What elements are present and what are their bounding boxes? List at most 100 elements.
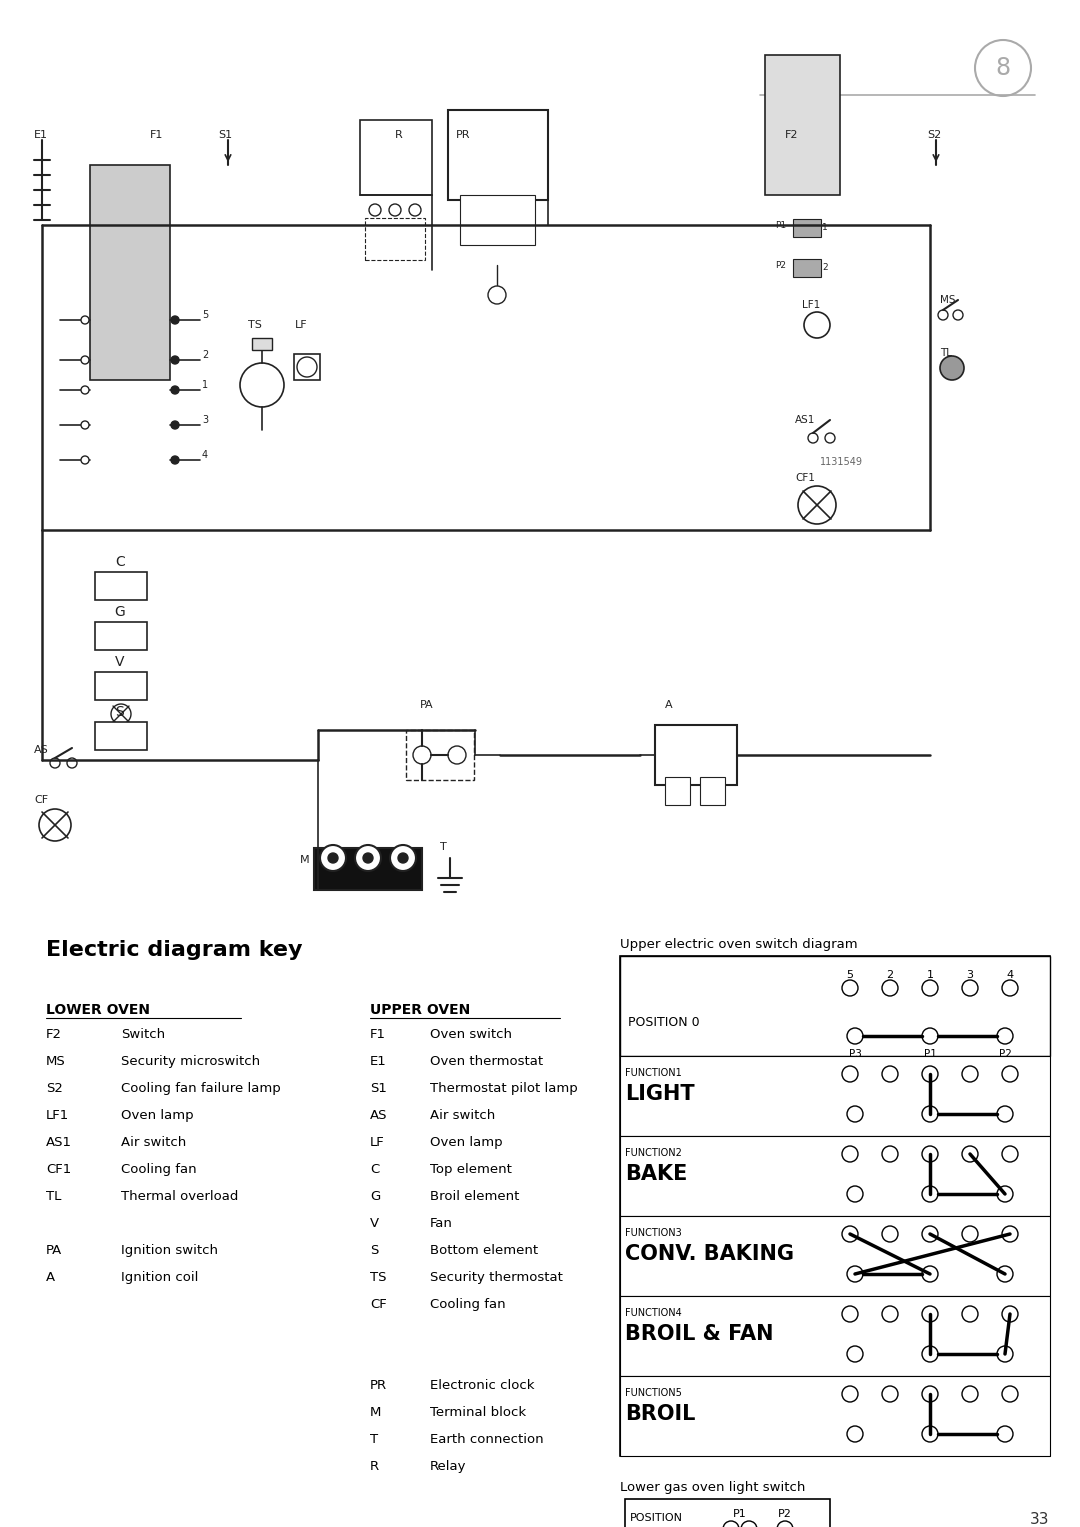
Text: LF1: LF1: [802, 299, 820, 310]
Circle shape: [825, 434, 835, 443]
Text: S1: S1: [218, 130, 232, 140]
Text: P3: P3: [849, 1049, 862, 1060]
Text: Terminal block: Terminal block: [430, 1406, 526, 1419]
Bar: [700, 777, 725, 805]
Circle shape: [399, 854, 408, 863]
Text: P1: P1: [775, 220, 786, 229]
Circle shape: [111, 704, 131, 724]
Circle shape: [922, 1306, 939, 1322]
Circle shape: [171, 421, 179, 429]
Text: Cooling fan: Cooling fan: [121, 1164, 197, 1176]
Circle shape: [81, 386, 89, 394]
Text: E1: E1: [33, 130, 48, 140]
Circle shape: [922, 1186, 939, 1202]
Text: V: V: [116, 655, 125, 669]
Bar: [95, 621, 147, 651]
Text: BROIL: BROIL: [625, 1403, 696, 1425]
Circle shape: [975, 40, 1031, 96]
Circle shape: [741, 1521, 757, 1527]
Circle shape: [882, 1306, 897, 1322]
Text: UPPER OVEN: UPPER OVEN: [370, 1003, 470, 1017]
Bar: [620, 1376, 1050, 1457]
Circle shape: [171, 386, 179, 394]
Circle shape: [1002, 980, 1018, 996]
Text: Oven lamp: Oven lamp: [121, 1109, 193, 1122]
Circle shape: [328, 854, 338, 863]
Text: Security microswitch: Security microswitch: [121, 1055, 260, 1067]
Circle shape: [922, 1226, 939, 1241]
Circle shape: [997, 1266, 1013, 1283]
Bar: [360, 121, 432, 195]
Circle shape: [922, 1266, 939, 1283]
Text: P2: P2: [999, 1049, 1012, 1060]
Circle shape: [939, 310, 948, 321]
Bar: [620, 956, 1050, 1057]
Text: S: S: [370, 1245, 378, 1257]
Circle shape: [997, 1345, 1013, 1362]
Text: Electric diagram key: Electric diagram key: [46, 941, 302, 960]
Text: 4: 4: [202, 450, 208, 460]
Text: Ignition switch: Ignition switch: [121, 1245, 218, 1257]
Text: C: C: [116, 554, 125, 570]
Text: PA: PA: [46, 1245, 63, 1257]
Circle shape: [1002, 1306, 1018, 1322]
Circle shape: [363, 854, 373, 863]
Bar: [95, 722, 147, 750]
Bar: [765, 55, 840, 195]
Text: CF: CF: [33, 796, 49, 805]
Bar: [620, 1215, 1050, 1296]
Bar: [620, 1057, 1050, 1136]
Text: Oven lamp: Oven lamp: [430, 1136, 502, 1148]
Text: P1: P1: [733, 1509, 747, 1519]
Circle shape: [847, 1345, 863, 1362]
Circle shape: [882, 1145, 897, 1162]
Circle shape: [804, 312, 831, 337]
Text: S1: S1: [370, 1083, 387, 1095]
Text: 2: 2: [887, 970, 893, 980]
Bar: [90, 165, 170, 380]
Text: Fan: Fan: [430, 1217, 453, 1231]
Text: M: M: [300, 855, 310, 864]
Text: 1131549: 1131549: [820, 457, 863, 467]
Circle shape: [81, 457, 89, 464]
Circle shape: [369, 205, 381, 215]
Text: FUNCTION2: FUNCTION2: [625, 1148, 681, 1157]
Circle shape: [1002, 1066, 1018, 1083]
Text: Air switch: Air switch: [430, 1109, 496, 1122]
Text: F1: F1: [150, 130, 163, 140]
Text: G: G: [370, 1190, 380, 1203]
Bar: [314, 847, 422, 890]
Text: A: A: [665, 699, 673, 710]
Circle shape: [448, 747, 465, 764]
Circle shape: [882, 1066, 897, 1083]
Circle shape: [962, 980, 978, 996]
Circle shape: [842, 1387, 858, 1402]
Circle shape: [842, 1306, 858, 1322]
Text: Switch: Switch: [121, 1028, 165, 1041]
Text: Security thermostat: Security thermostat: [430, 1270, 563, 1284]
Circle shape: [723, 1521, 739, 1527]
Text: FUNCTION1: FUNCTION1: [625, 1067, 681, 1078]
Text: Thermostat pilot lamp: Thermostat pilot lamp: [430, 1083, 578, 1095]
Circle shape: [847, 1266, 863, 1283]
Bar: [793, 260, 821, 276]
Text: R: R: [395, 130, 403, 140]
Circle shape: [81, 356, 89, 363]
Circle shape: [847, 1106, 863, 1122]
Circle shape: [997, 1106, 1013, 1122]
Text: AS1: AS1: [795, 415, 815, 425]
Circle shape: [922, 980, 939, 996]
Text: T: T: [370, 1432, 378, 1446]
Circle shape: [882, 1226, 897, 1241]
Text: Lower gas oven light switch: Lower gas oven light switch: [620, 1481, 806, 1493]
Circle shape: [808, 434, 818, 443]
Circle shape: [922, 1145, 939, 1162]
Text: LF: LF: [295, 321, 308, 330]
Bar: [448, 110, 548, 200]
Circle shape: [962, 1387, 978, 1402]
Text: BAKE: BAKE: [625, 1164, 687, 1183]
Circle shape: [297, 357, 318, 377]
Text: F1: F1: [370, 1028, 386, 1041]
Circle shape: [847, 1426, 863, 1441]
Text: BROIL & FAN: BROIL & FAN: [625, 1324, 773, 1344]
